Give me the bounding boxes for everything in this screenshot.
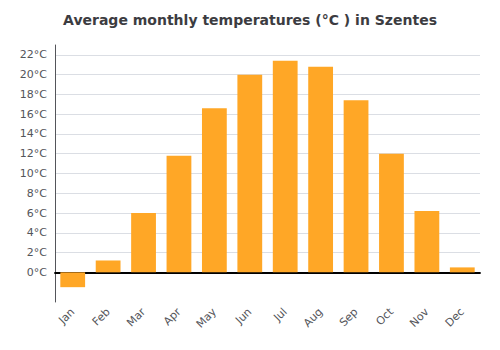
svg-text:0°C: 0°C (27, 266, 47, 279)
svg-text:Sep: Sep (337, 305, 361, 329)
svg-text:Apr: Apr (161, 305, 184, 328)
svg-text:May: May (194, 305, 220, 331)
svg-text:Jan: Jan (55, 305, 77, 327)
svg-text:8°C: 8°C (27, 187, 47, 200)
svg-text:12°C: 12°C (20, 147, 47, 160)
svg-text:18°C: 18°C (20, 88, 47, 101)
svg-text:22°C: 22°C (20, 48, 47, 61)
svg-text:10°C: 10°C (20, 167, 47, 180)
svg-text:4°C: 4°C (27, 226, 47, 239)
svg-text:14°C: 14°C (20, 127, 47, 140)
svg-text:6°C: 6°C (27, 207, 47, 220)
svg-text:2°C: 2°C (27, 246, 47, 259)
svg-text:Nov: Nov (407, 305, 432, 330)
svg-text:Aug: Aug (301, 305, 325, 329)
svg-text:Feb: Feb (90, 305, 113, 328)
svg-text:Jul: Jul (271, 305, 290, 324)
svg-text:16°C: 16°C (20, 108, 47, 121)
svg-text:Jun: Jun (232, 305, 254, 327)
svg-text:Oct: Oct (373, 305, 396, 328)
svg-text:Average monthly temperatures (: Average monthly temperatures (°C ) in Sz… (63, 12, 437, 28)
svg-text:20°C: 20°C (20, 68, 47, 81)
svg-text:Mar: Mar (124, 305, 148, 329)
svg-text:Dec: Dec (443, 305, 467, 329)
